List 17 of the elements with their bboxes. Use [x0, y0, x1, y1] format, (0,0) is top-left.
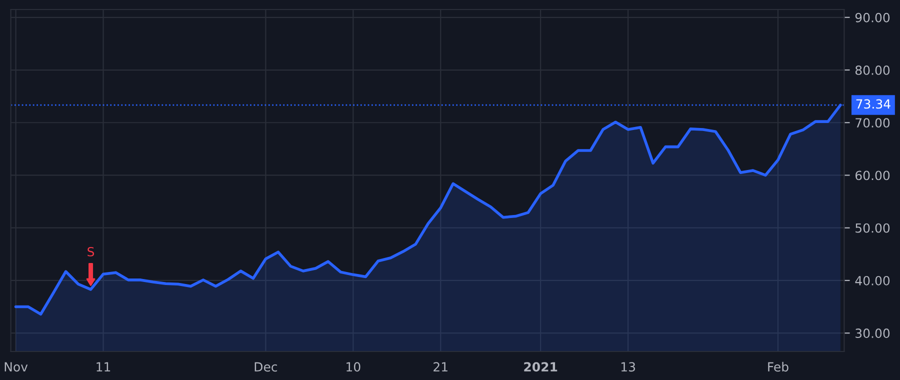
x-tick-label: 21: [434, 362, 448, 372]
x-tick-label: 2021: [524, 362, 558, 372]
x-tick-label: Nov: [4, 362, 28, 372]
x-tick-label: Dec: [254, 362, 278, 372]
x-tick-label: Feb: [768, 362, 788, 372]
y-tick-label: 90.00: [855, 12, 890, 22]
y-tick-label: 80.00: [855, 65, 890, 75]
y-tick-label: 70.00: [856, 118, 890, 128]
y-tick-label: 30.00: [856, 328, 890, 338]
x-tick-label: 11: [96, 362, 110, 372]
y-tick-label: 40.00: [855, 276, 890, 286]
ref-line-label: 73.34: [856, 99, 890, 109]
x-tick-label: 13: [621, 362, 635, 372]
annotation: S: [88, 246, 94, 256]
x-tick-label: 10: [346, 362, 360, 372]
y-tick-label: 60.00: [855, 170, 890, 180]
y-tick-label: 50.00: [856, 223, 890, 233]
